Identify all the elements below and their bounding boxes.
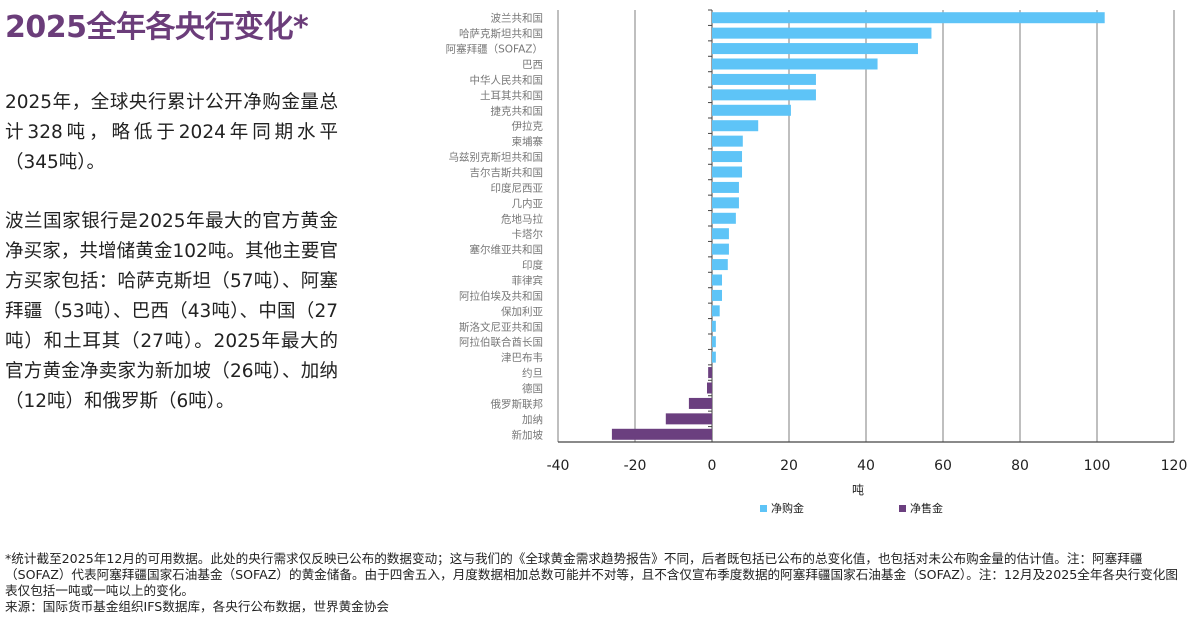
legend-swatch-buy (760, 505, 767, 512)
bar (712, 197, 739, 209)
category-label: 印度 (522, 259, 543, 272)
category-label: 阿拉伯埃及共和国 (459, 289, 543, 302)
bar (712, 289, 723, 301)
category-label: 乌兹别克斯坦共和国 (449, 151, 544, 164)
summary-paragraph: 2025年，全球央行累计公开净购金量总计328吨，略低于2024年同期水平（34… (5, 92, 338, 173)
category-label: 几内亚 (512, 197, 544, 210)
bar (712, 12, 1105, 24)
category-label: 哈萨克斯坦共和国 (459, 27, 543, 40)
legend-label-buy: 净购金 (771, 501, 804, 515)
category-label: 阿拉伯联合酋长国 (459, 336, 543, 349)
category-label: 巴西 (522, 59, 543, 71)
page-title: 2025全年各央行变化* (5, 10, 309, 45)
bar (712, 336, 716, 348)
bar (712, 27, 932, 39)
bar (611, 428, 712, 440)
bar (712, 274, 723, 286)
category-label: 新加坡 (512, 428, 544, 441)
bar (706, 382, 712, 394)
bar (712, 259, 728, 271)
bar (712, 351, 716, 363)
x-tick-label: 0 (708, 458, 717, 474)
category-label: 菲律宾 (512, 274, 544, 287)
bar (665, 413, 712, 425)
category-label: 伊拉克 (512, 120, 544, 133)
category-label: 塞尔维亚共和国 (470, 243, 544, 256)
central-bank-bar-chart: -40 -20 0 20 40 60 80 100 120 波兰共和国哈萨克斯坦共和国阿塞拜疆（S… (446, 9, 1188, 515)
legend-label-sell: 净售金 (910, 501, 943, 515)
category-label: 波兰共和国 (491, 12, 544, 25)
x-tick-label: 100 (1084, 458, 1111, 474)
x-tick-label: 80 (1011, 458, 1029, 474)
category-label: 加纳 (522, 413, 543, 426)
category-label: 德国 (522, 382, 543, 395)
bar (688, 397, 712, 409)
bar (712, 212, 736, 224)
bar (712, 228, 729, 240)
category-label: 土耳其共和国 (480, 89, 543, 102)
footnote-source: 来源：国际货币基金组织IFS数据库，各央行公布数据，世界黄金协会 (5, 599, 389, 614)
bar (712, 181, 739, 193)
category-label: 保加利亚 (501, 305, 543, 318)
category-label: 柬埔寨 (512, 135, 544, 148)
x-tick-label: -20 (624, 458, 647, 474)
category-label: 俄罗斯联邦 (491, 397, 544, 410)
bar (712, 89, 816, 101)
category-label: 印度尼西亚 (491, 181, 544, 194)
legend-swatch-sell (899, 505, 906, 512)
bar (712, 120, 759, 132)
category-label: 中华人民共和国 (470, 73, 544, 86)
bar (712, 305, 720, 317)
category-label: 阿塞拜疆（SOFAZ） (446, 43, 543, 56)
x-axis-title: 吨 (852, 483, 864, 497)
bar (712, 166, 743, 178)
bar (708, 367, 712, 379)
x-tick-label: 20 (780, 458, 798, 474)
category-label: 卡塔尔 (512, 228, 544, 241)
bar (712, 73, 816, 85)
x-tick-label: -40 (547, 458, 570, 474)
detail-paragraph: 波兰国家银行是2025年最大的官方黄金净买家，共增储黄金102吨。其他主要官方买… (5, 211, 338, 412)
category-label: 约旦 (522, 367, 543, 380)
bar (712, 135, 743, 147)
bar (712, 320, 716, 332)
category-label: 危地马拉 (501, 212, 543, 225)
bar (712, 43, 918, 55)
x-tick-label: 40 (857, 458, 875, 474)
bar (712, 243, 729, 255)
bar (712, 104, 791, 116)
category-label: 捷克共和国 (491, 104, 544, 117)
x-tick-label: 120 (1161, 458, 1188, 474)
footnote-note: *统计截至2025年12月的可用数据。此处的央行需求仅反映已公布的数据变动；这与… (5, 551, 1178, 598)
bar (712, 151, 743, 163)
footnote: *统计截至2025年12月的可用数据。此处的央行需求仅反映已公布的数据变动；这与… (5, 551, 1185, 615)
x-tick-label: 60 (934, 458, 952, 474)
category-label: 斯洛文尼亚共和国 (459, 320, 543, 333)
bar (712, 58, 878, 70)
category-label: 吉尔吉斯共和国 (470, 166, 544, 179)
category-label: 津巴布韦 (501, 352, 543, 364)
